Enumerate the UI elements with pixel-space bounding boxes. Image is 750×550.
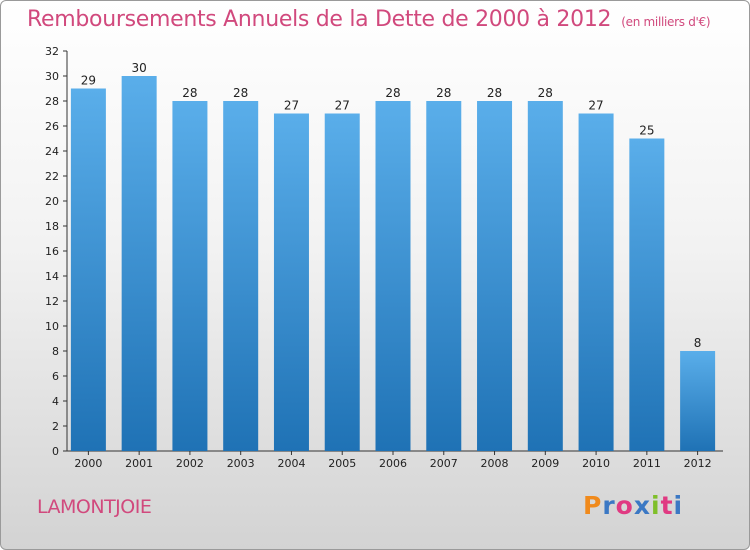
y-tick-label: 14 (45, 270, 59, 283)
bar (70, 88, 106, 451)
y-tick-label: 32 (45, 45, 59, 58)
chart-title: Remboursements Annuels de la Dette de 20… (27, 7, 711, 32)
bar (680, 351, 716, 451)
y-tick-label: 0 (52, 445, 59, 458)
x-tick-label: 2007 (430, 457, 458, 470)
commune-name: LAMONTJOIE (37, 496, 152, 518)
x-tick-label: 2002 (176, 457, 204, 470)
x-tick-label: 2003 (227, 457, 255, 470)
x-tick-label: 2010 (582, 457, 610, 470)
x-tick-label: 2005 (328, 457, 356, 470)
y-tick-label: 30 (45, 70, 59, 83)
y-tick-label: 28 (45, 95, 59, 108)
y-tick-label: 12 (45, 295, 59, 308)
data-label: 25 (639, 124, 654, 138)
x-tick-label: 2001 (125, 457, 153, 470)
logo-letter: x (633, 491, 651, 520)
bar (477, 101, 513, 451)
data-label: 28 (538, 86, 553, 100)
data-label: 28 (487, 86, 502, 100)
proxiti-logo: Proxiti (583, 491, 683, 520)
data-label: 28 (385, 86, 400, 100)
data-label: 30 (132, 61, 147, 75)
logo-letter: o (615, 491, 634, 520)
data-label: 8 (694, 336, 702, 350)
data-label: 27 (335, 99, 350, 113)
logo-letter: r (602, 491, 616, 520)
logo-letter: i (673, 491, 684, 520)
y-tick-label: 4 (52, 395, 59, 408)
bar (578, 113, 614, 451)
bar (527, 101, 563, 451)
x-tick-label: 2006 (379, 457, 407, 470)
data-label: 27 (284, 99, 299, 113)
title-unit: (en milliers d'€) (621, 15, 711, 29)
data-label: 29 (81, 74, 96, 88)
y-tick-label: 6 (52, 370, 59, 383)
x-tick-label: 2011 (633, 457, 661, 470)
y-tick-label: 18 (45, 220, 59, 233)
data-label: 27 (588, 99, 603, 113)
x-tick-label: 2009 (531, 457, 559, 470)
x-tick-label: 2012 (684, 457, 712, 470)
title-text: Remboursements Annuels de la Dette de 20… (27, 7, 612, 32)
y-tick-label: 26 (45, 120, 59, 133)
y-tick-label: 16 (45, 245, 59, 258)
data-label: 28 (436, 86, 451, 100)
data-label: 28 (233, 86, 248, 100)
bar (324, 113, 360, 451)
y-tick-label: 10 (45, 320, 59, 333)
bar (121, 76, 157, 451)
data-label: 28 (182, 86, 197, 100)
y-tick-label: 20 (45, 195, 59, 208)
bar (223, 101, 259, 451)
logo-letter: P (583, 491, 603, 520)
logo-letter: t (660, 491, 674, 520)
logo-letter: i (651, 491, 661, 520)
y-tick-label: 2 (52, 420, 59, 433)
bar (375, 101, 411, 451)
x-tick-label: 2000 (74, 457, 102, 470)
bar (273, 113, 309, 451)
x-tick-label: 2004 (277, 457, 305, 470)
y-tick-label: 8 (52, 345, 59, 358)
x-tick-label: 2008 (481, 457, 509, 470)
bar (426, 101, 462, 451)
bar (172, 101, 208, 451)
y-tick-label: 24 (45, 145, 59, 158)
y-tick-label: 22 (45, 170, 59, 183)
bar (629, 138, 665, 451)
